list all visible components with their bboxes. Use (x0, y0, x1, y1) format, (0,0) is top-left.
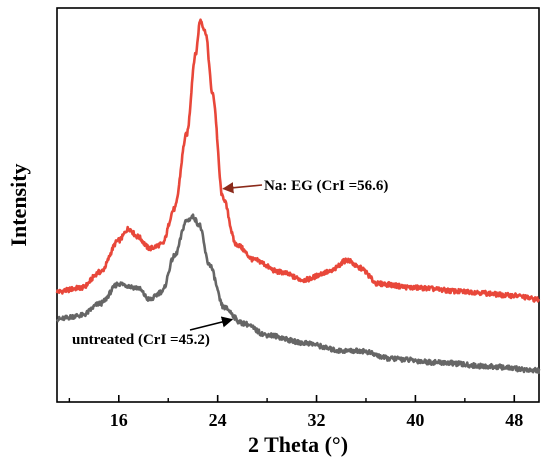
annotation-arrow (222, 182, 263, 194)
series-layer (55, 18, 541, 375)
x-tick-layer: 16 24 32 40 48 (68, 395, 523, 430)
y-axis-title: Intensity (6, 163, 31, 246)
plot-frame (56, 7, 540, 403)
annotation-label: untreated (CrI =45.2) (72, 332, 210, 348)
series-line-untreated (56, 213, 541, 375)
series-line-na-eg (55, 18, 541, 303)
x-tick-label: 16 (110, 410, 128, 430)
annotation-label: Na: EG (CrI =56.6) (264, 178, 388, 194)
x-tick-label: 48 (505, 410, 523, 430)
annotation-layer: Na: EG (CrI =56.6) untreated (CrI =45.2) (72, 178, 388, 348)
x-axis-title: 2 Theta (°) (248, 432, 348, 457)
x-tick-label: 32 (308, 410, 326, 430)
annotation-arrow (189, 316, 234, 331)
x-tick-label: 40 (406, 410, 424, 430)
x-tick-label: 24 (209, 410, 227, 430)
